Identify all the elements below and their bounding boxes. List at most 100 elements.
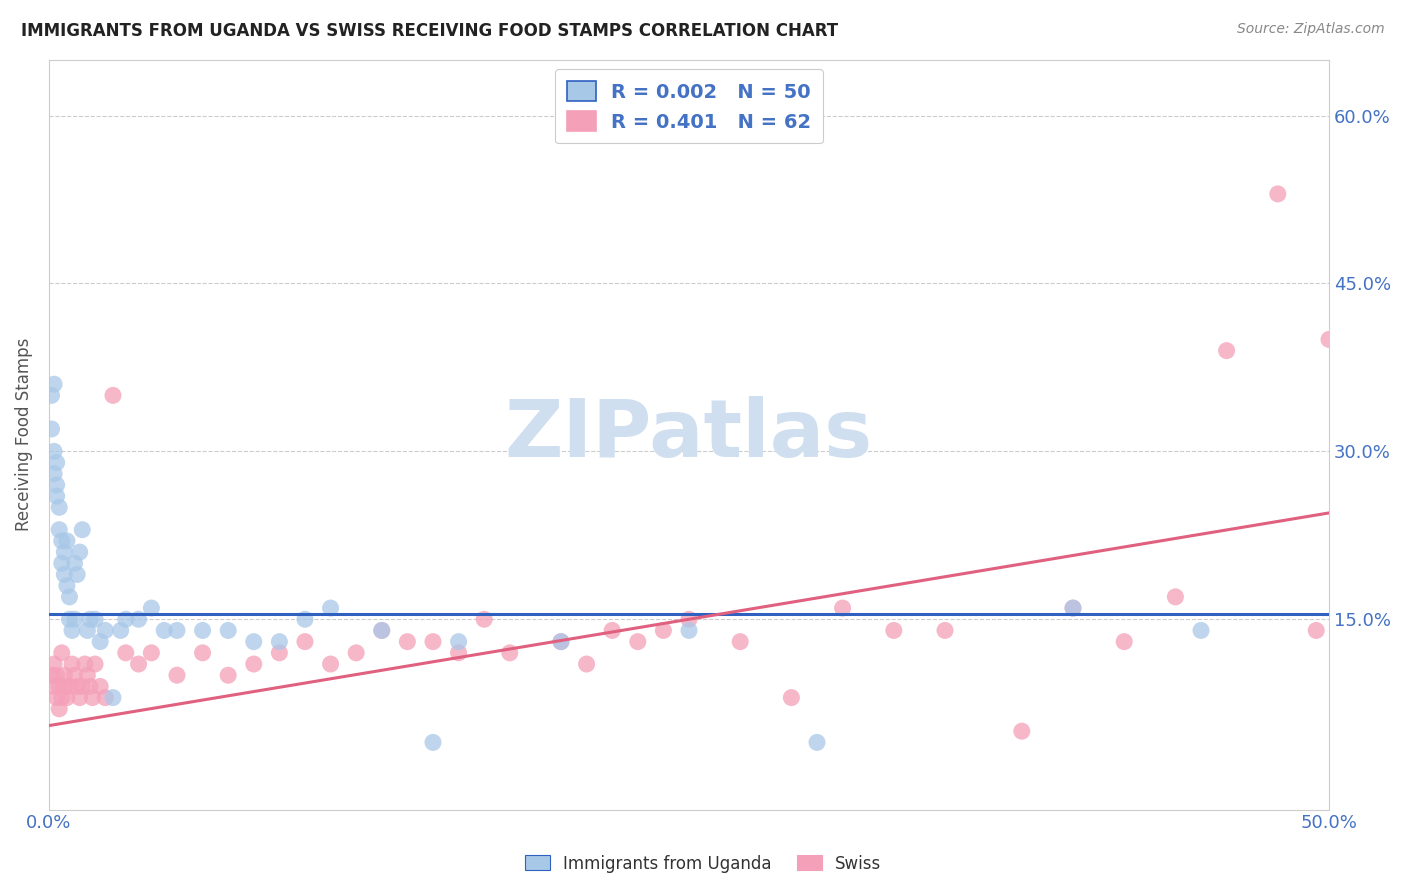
Point (60, 657, 83, 671)
Point (550, 634, 572, 648)
Point (294, 634, 316, 648)
Point (41, 668, 63, 682)
Point (806, 735, 828, 749)
Point (76, 624, 98, 638)
Point (53, 680, 76, 694)
Point (831, 601, 853, 615)
Point (128, 612, 150, 626)
Point (79, 680, 101, 694)
Point (53, 668, 76, 682)
Point (371, 624, 394, 638)
Point (42, 657, 65, 671)
Point (48, 523, 70, 537)
Point (53, 567, 76, 582)
Point (1114, 634, 1136, 648)
Point (294, 612, 316, 626)
Point (447, 634, 470, 648)
Point (575, 657, 598, 671)
Point (69, 545, 91, 559)
Point (69, 690, 91, 705)
Point (1215, 343, 1237, 358)
Point (42, 680, 65, 694)
Point (1011, 724, 1033, 739)
Point (319, 601, 342, 615)
Point (141, 646, 163, 660)
Point (42, 444, 65, 458)
Point (166, 668, 188, 682)
Point (41, 388, 63, 402)
Point (1062, 601, 1084, 615)
Point (652, 624, 675, 638)
Point (63, 668, 86, 682)
Point (42, 467, 65, 481)
Point (42, 377, 65, 392)
Point (84, 612, 107, 626)
Point (141, 601, 163, 615)
Point (269, 634, 291, 648)
Point (79, 612, 101, 626)
Point (191, 624, 214, 638)
Point (60, 624, 83, 638)
Point (217, 668, 239, 682)
Point (1164, 590, 1187, 604)
Point (89, 634, 111, 648)
Point (472, 612, 495, 626)
Point (73, 657, 96, 671)
Point (51, 533, 73, 548)
Point (600, 624, 623, 638)
Point (110, 624, 132, 638)
Point (56, 533, 79, 548)
Point (114, 612, 136, 626)
Point (627, 634, 650, 648)
Point (48, 500, 70, 515)
Point (396, 634, 419, 648)
Point (53, 545, 76, 559)
Point (550, 634, 572, 648)
Text: ZIPatlas: ZIPatlas (505, 395, 873, 474)
Point (499, 646, 522, 660)
Point (114, 646, 136, 660)
Legend: R = 0.002   N = 50, R = 0.401   N = 62: R = 0.002 N = 50, R = 0.401 N = 62 (555, 70, 823, 144)
Point (58, 680, 80, 694)
Point (45, 456, 67, 470)
Point (217, 624, 239, 638)
Point (94, 690, 117, 705)
Point (58, 612, 80, 626)
Point (780, 690, 803, 705)
Point (41, 422, 63, 436)
Point (63, 612, 86, 626)
Point (66, 567, 89, 582)
Point (728, 634, 751, 648)
Point (371, 624, 394, 638)
Point (94, 624, 117, 638)
Point (58, 590, 80, 604)
Point (344, 646, 367, 660)
Point (45, 489, 67, 503)
Text: Source: ZipAtlas.com: Source: ZipAtlas.com (1237, 22, 1385, 37)
Point (101, 690, 124, 705)
Point (51, 646, 73, 660)
Point (128, 657, 150, 671)
Point (89, 680, 111, 694)
Point (1317, 333, 1340, 347)
Point (56, 579, 79, 593)
Point (72, 680, 94, 694)
Point (72, 523, 94, 537)
Point (422, 634, 444, 648)
Point (63, 556, 86, 570)
Point (45, 668, 67, 682)
Point (56, 690, 79, 705)
Point (48, 702, 70, 716)
Point (45, 478, 67, 492)
Point (883, 624, 905, 638)
Point (76, 668, 98, 682)
Point (1267, 186, 1289, 201)
Point (678, 624, 700, 638)
Point (51, 690, 73, 705)
Point (153, 624, 176, 638)
Point (1189, 624, 1212, 638)
Text: IMMIGRANTS FROM UGANDA VS SWISS RECEIVING FOOD STAMPS CORRELATION CHART: IMMIGRANTS FROM UGANDA VS SWISS RECEIVIN… (21, 22, 838, 40)
Y-axis label: Receiving Food Stamps: Receiving Food Stamps (15, 338, 32, 532)
Point (447, 646, 470, 660)
Point (166, 624, 188, 638)
